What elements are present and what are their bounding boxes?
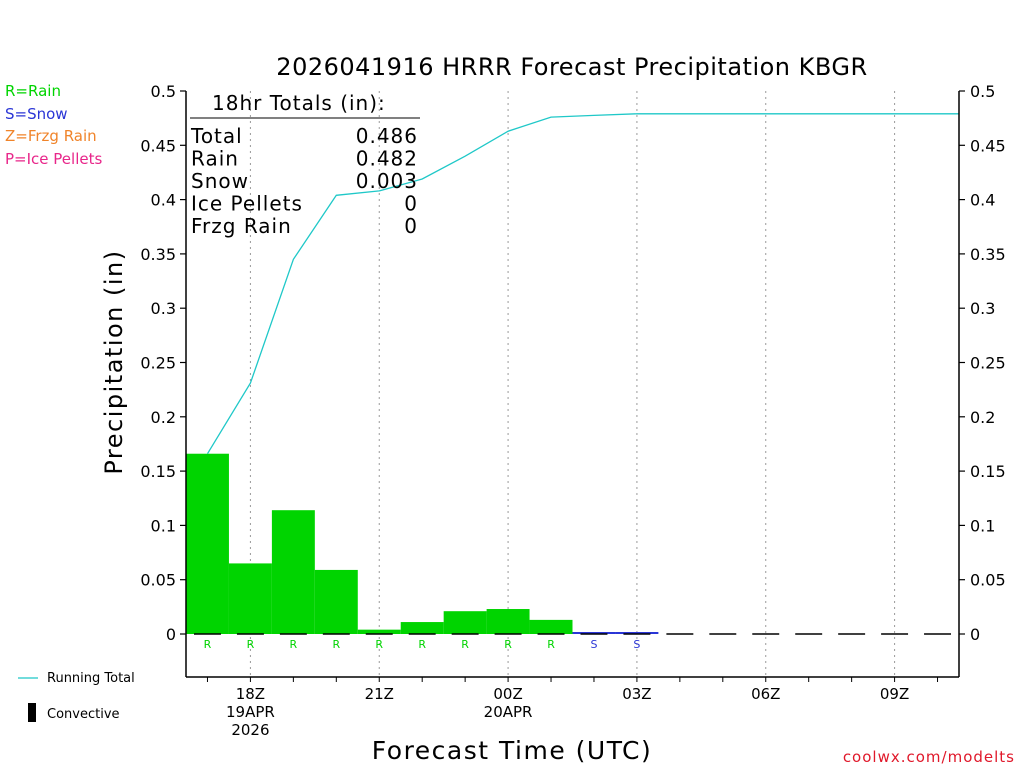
totals-rows: Total 0.486 Rain 0.482 Snow 0.003 Ice Pellets 0… <box>190 124 418 238</box>
bar-1-10 <box>615 632 659 634</box>
x-tick-label-2-1: 20APR <box>484 703 533 721</box>
y-tick-label-left-8: 0.4 <box>151 191 176 210</box>
bar-0-2 <box>271 510 315 634</box>
ptype-label-7: R <box>504 638 512 651</box>
running-total-line-group <box>206 113 959 455</box>
x-tick-label-3-0: 03Z <box>622 685 651 703</box>
totals-label-3: Ice Pellets <box>191 192 303 216</box>
y-tick-label-left-5: 0.25 <box>140 354 176 373</box>
grid-lines <box>249 91 896 677</box>
ptype-label-0: R <box>204 638 212 651</box>
y-tick-label-right-1: 0.05 <box>970 571 1006 590</box>
y-tick-label-right-2: 0.1 <box>970 516 995 535</box>
bar-0-4 <box>357 629 401 634</box>
x-tick-label-2-0: 00Z <box>493 685 522 703</box>
x-tick-label-1-0: 21Z <box>365 685 394 703</box>
totals-box: 18hr Totals (in): Total 0.486 Rain 0.482 Sno… <box>190 91 420 238</box>
y-tick-label-right-9: 0.45 <box>970 136 1006 155</box>
bar-1-9 <box>572 632 616 634</box>
axes: 0 00.05 0.050.1 0.10.15 0.150.2 0.20.25 0.250.… <box>140 82 1005 739</box>
ptype-label-9: S <box>590 638 597 651</box>
ptype-label-2: R <box>290 638 298 651</box>
y-tick-label-left-7: 0.35 <box>140 245 176 264</box>
legend-convective: Convective <box>47 707 120 722</box>
y-tick-label-left-1: 0.05 <box>140 571 176 590</box>
y-tick-label-right-6: 0.3 <box>970 299 995 318</box>
ptype-label-3: R <box>332 638 340 651</box>
y-tick-label-right-7: 0.35 <box>970 245 1006 264</box>
x-axis-label: Forecast Time (UTC) <box>372 736 652 765</box>
running-total-line <box>206 113 959 455</box>
totals-label-4: Frzg Rain <box>191 214 292 238</box>
x-tick-label-0-2: 2026 <box>231 721 269 739</box>
y-tick-label-right-8: 0.4 <box>970 191 995 210</box>
y-tick-label-left-4: 0.2 <box>151 408 176 427</box>
ptype-label-5: R <box>418 638 426 651</box>
y-tick-label-left-3: 0.15 <box>140 462 176 481</box>
bar-0-6 <box>443 611 487 634</box>
totals-heading: 18hr Totals (in): <box>212 91 386 115</box>
legend-running-total: Running Total <box>47 671 135 686</box>
legend-snow: S=Snow <box>5 105 68 123</box>
totals-label-0: Total <box>190 124 243 148</box>
site-credit: coolwx.com/modelts <box>843 748 1015 766</box>
y-tick-label-right-3: 0.15 <box>970 462 1006 481</box>
x-tick-label-4-0: 06Z <box>751 685 780 703</box>
totals-value-4: 0 <box>404 214 418 238</box>
y-tick-label-left-0: 0 <box>166 625 176 644</box>
ptype-label-4: R <box>375 638 383 651</box>
legend-convective-swatch <box>28 703 36 722</box>
totals-label-1: Rain <box>191 147 239 171</box>
legend-freezing-rain: Z=Frzg Rain <box>5 127 97 145</box>
y-tick-label-right-0: 0 <box>970 625 980 644</box>
totals-value-3: 0 <box>404 192 418 216</box>
legend-ice-pellets: P=Ice Pellets <box>5 150 102 168</box>
totals-value-0: 0.486 <box>356 124 418 148</box>
y-tick-label-left-6: 0.3 <box>151 299 176 318</box>
x-tick-label-0-0: 18Z <box>236 685 265 703</box>
bar-0-3 <box>314 569 358 634</box>
bar-0-5 <box>400 622 444 634</box>
y-tick-label-right-5: 0.25 <box>970 354 1006 373</box>
legend-rain: R=Rain <box>5 82 61 100</box>
bar-0-1 <box>228 563 272 634</box>
y-tick-label-left-9: 0.45 <box>140 136 176 155</box>
y-tick-label-left-10: 0.5 <box>151 82 176 101</box>
bar-0-7 <box>486 609 530 634</box>
totals-value-2: 0.003 <box>356 169 418 193</box>
ptype-label-6: R <box>461 638 469 651</box>
chart-title: 2026041916 HRRR Forecast Precipitation K… <box>276 53 867 81</box>
x-tick-label-0-1: 19APR <box>226 703 275 721</box>
y-tick-label-left-2: 0.1 <box>151 516 176 535</box>
bar-0-0 <box>186 453 229 634</box>
bar-0-8 <box>529 619 573 634</box>
y-tick-label-right-4: 0.2 <box>970 408 995 427</box>
ptype-label-10: S <box>633 638 640 651</box>
legend: R=Rain S=Snow Z=Frzg Rain P=Ice Pellets … <box>5 82 135 722</box>
ptype-label-8: R <box>547 638 555 651</box>
totals-label-2: Snow <box>191 169 249 193</box>
ptype-label-1: R <box>247 638 255 651</box>
y-tick-label-right-10: 0.5 <box>970 82 995 101</box>
x-tick-label-5-0: 09Z <box>880 685 909 703</box>
y-axis-label: Precipitation (in) <box>100 249 128 474</box>
precip-bars <box>186 453 951 635</box>
totals-value-1: 0.482 <box>356 147 418 171</box>
